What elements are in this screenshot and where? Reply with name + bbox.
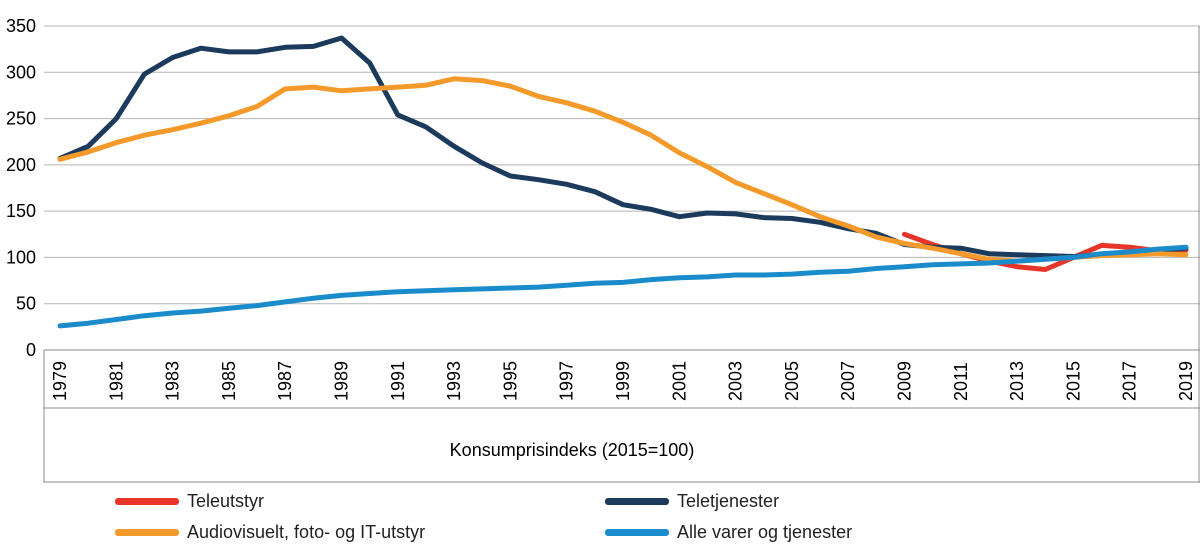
y-tick-label: 150 xyxy=(6,201,36,221)
legend-label-teletjenester: Teletjenester xyxy=(677,490,780,511)
legend-item-alle-varer: Alle varer og tjenester xyxy=(605,520,852,544)
x-tick-label: 2005 xyxy=(782,361,802,401)
legend-item-teleutstyr: Teleutstyr xyxy=(115,489,264,513)
y-tick-label: 0 xyxy=(26,340,36,360)
x-tick-label: 1997 xyxy=(557,361,577,401)
x-tick-label: 2009 xyxy=(895,361,915,401)
legend: Teleutstyr Teletjenester Audiovisuelt, f… xyxy=(0,483,1200,558)
x-tick-label: 1993 xyxy=(444,361,464,401)
y-tick-label: 50 xyxy=(16,294,36,314)
x-tick-label: 1985 xyxy=(219,361,239,401)
gridlines xyxy=(44,25,1200,305)
x-tick-label: 2001 xyxy=(669,361,689,401)
x-tick-label: 1981 xyxy=(106,361,126,401)
y-tick-label: 300 xyxy=(6,62,36,82)
y-tick-label: 250 xyxy=(6,109,36,129)
legend-label-teleutstyr: Teleutstyr xyxy=(187,490,265,511)
x-axis-label: Konsumprisindeks (2015=100) xyxy=(450,440,695,460)
x-axis xyxy=(43,26,1200,483)
series-lines xyxy=(57,35,1189,329)
x-axis-ticks: 1979 1981 1983 1985 1987 1989 1991 1993 1995 1997… xyxy=(50,361,1196,401)
x-tick-label: 1987 xyxy=(275,361,295,401)
legend-item-teletjenester: Teletjenester xyxy=(605,489,779,513)
legend-item-audiovisuelt: Audiovisuelt, foto- og IT-utstyr xyxy=(115,520,425,544)
legend-swatch-teleutstyr xyxy=(115,497,179,505)
x-tick-label: 1999 xyxy=(613,361,633,401)
x-tick-label: 2015 xyxy=(1063,361,1083,401)
legend-label-alle-varer: Alle varer og tjenester xyxy=(677,521,853,542)
x-tick-label: 1995 xyxy=(500,361,520,401)
series-line-3 xyxy=(57,244,1189,329)
legend-swatch-alle-varer xyxy=(605,528,669,536)
legend-swatch-audiovisuelt xyxy=(115,528,179,536)
x-tick-label: 1991 xyxy=(388,361,408,401)
y-tick-label: 100 xyxy=(6,247,36,267)
legend-label-audiovisuelt: Audiovisuelt, foto- og IT-utstyr xyxy=(187,521,426,542)
x-tick-label: 2003 xyxy=(726,361,746,401)
x-tick-label: 1989 xyxy=(332,361,352,401)
x-tick-label: 2019 xyxy=(1176,361,1196,401)
x-tick-label: 1979 xyxy=(50,361,70,401)
series-line-2 xyxy=(57,76,1189,264)
x-tick-label: 2011 xyxy=(951,362,971,401)
y-tick-label: 200 xyxy=(6,155,36,175)
x-tick-label: 2017 xyxy=(1120,361,1140,401)
series-line-1 xyxy=(57,35,1189,259)
x-tick-label: 2007 xyxy=(838,361,858,401)
y-tick-label: 350 xyxy=(6,16,36,36)
x-tick-label: 1983 xyxy=(163,361,183,401)
legend-swatch-teletjenester xyxy=(605,497,669,505)
y-axis-ticks: 0 50 100 150 200 250 300 350 xyxy=(6,16,36,360)
x-tick-label: 2013 xyxy=(1007,361,1027,401)
